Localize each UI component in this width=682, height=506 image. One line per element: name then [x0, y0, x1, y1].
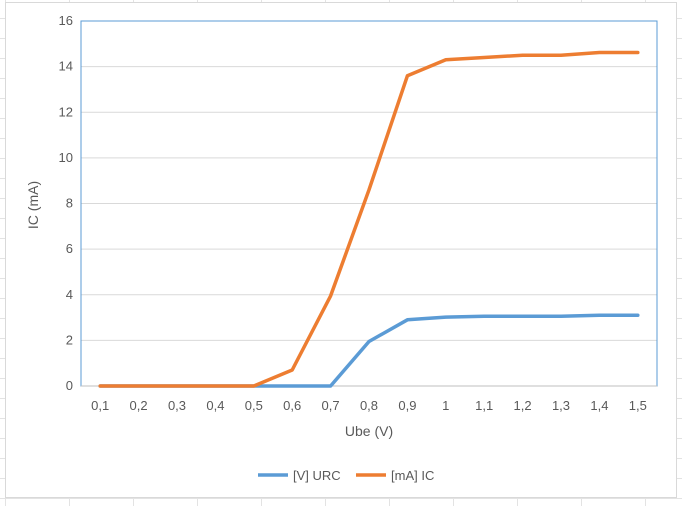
y-tick-label: 12	[59, 104, 73, 119]
x-tick-label: 0,1	[91, 398, 109, 413]
y-tick-label: 4	[66, 287, 73, 302]
legend-label: [mA] IC	[391, 468, 434, 483]
y-tick-label: 2	[66, 332, 73, 347]
series-lines	[98, 50, 640, 388]
x-tick-label: 0,3	[168, 398, 186, 413]
x-tick-label: 0,9	[398, 398, 416, 413]
legend-item-1[interactable]: [V] URC	[258, 468, 341, 483]
x-tick-labels: 0,1 0,2 0,3 0,4 0,5 0,6 0,7 0,8 0,9 1 1,1 1,2 1,3 1,4…	[91, 398, 647, 413]
y-tick-label: 14	[59, 59, 73, 74]
series-line-1[interactable]	[98, 313, 640, 388]
y-axis-title: IC (mA)	[25, 181, 41, 229]
x-tick-label: 1,3	[552, 398, 570, 413]
chart-object[interactable]: 0 2 4 6 8 10 12 14 16 0,1 0,2 0,3 0,4 0,5 0,6 0,7 0,8 0,…	[5, 2, 677, 498]
x-tick-label: 1	[442, 398, 449, 413]
x-tick-label: 0,5	[245, 398, 263, 413]
x-tick-label: 0,8	[360, 398, 378, 413]
x-tick-label: 0,6	[283, 398, 301, 413]
y-tick-label: 16	[59, 13, 73, 28]
x-tick-label: 1,5	[629, 398, 647, 413]
y-tick-label: 8	[66, 196, 73, 211]
x-tick-label: 1,4	[590, 398, 608, 413]
gridlines	[81, 20, 657, 341]
y-tick-label: 0	[66, 378, 73, 393]
y-tick-label: 10	[59, 150, 73, 165]
series-line-2[interactable]	[98, 50, 640, 388]
x-tick-label: 0,2	[130, 398, 148, 413]
y-tick-label: 6	[66, 241, 73, 256]
x-tick-label: 0,7	[322, 398, 340, 413]
legend-item-2[interactable]: [mA] IC	[356, 468, 434, 483]
legend[interactable]: [V] URC [mA] IC	[258, 468, 434, 483]
y-tick-labels: 0 2 4 6 8 10 12 14 16	[59, 13, 73, 393]
legend-label: [V] URC	[293, 468, 341, 483]
x-axis-title: Ube (V)	[345, 423, 393, 439]
x-tick-label: 1,2	[514, 398, 532, 413]
x-tick-label: 0,4	[206, 398, 224, 413]
x-tick-label: 1,1	[475, 398, 493, 413]
